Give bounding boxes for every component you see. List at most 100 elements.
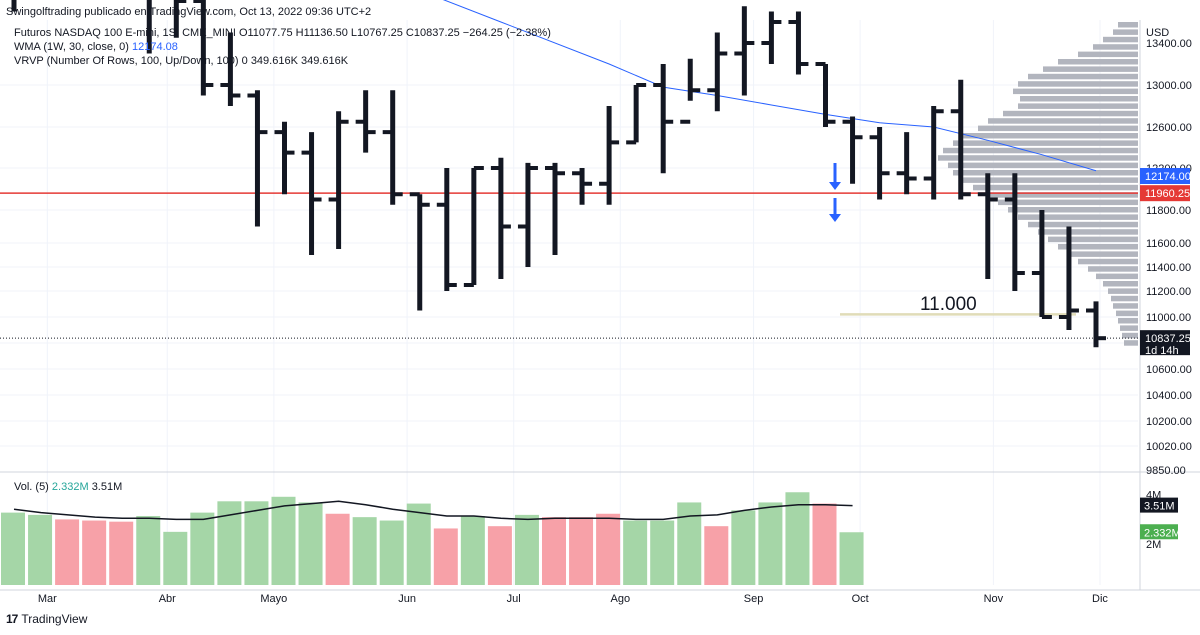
volume-ma-line [13,500,853,521]
price-tick-8: 11000.00 [1146,312,1191,324]
ohlc-bar-40 [1086,301,1106,348]
profile-row-38 [1113,303,1138,309]
tradingview-footer[interactable]: 17 TradingView [6,612,87,626]
ohlc-bar-27 [734,6,755,96]
volume-bar-19 [514,514,539,585]
volume-bar-30 [812,503,837,585]
support-price-tag-bg [1140,185,1190,202]
ohlc-bar-23 [626,83,647,145]
wma-legend: WMA (1W, 30, close, 0) 12174.08 [14,41,178,53]
ohlc-bar-8 [220,32,241,106]
price-pane [0,20,1138,470]
ohlc-bar-32 [869,127,890,200]
volume-bar-16 [433,528,458,585]
vol-value-tag-bg [1140,524,1178,540]
month-label-7: Oct [852,593,869,605]
ohlc-bar-11 [301,132,322,255]
price-tick-7: 11200.00 [1146,286,1191,298]
volume-bar-5 [136,516,161,585]
profile-row-26 [1018,214,1138,220]
vol-ma-tag-bg [1140,497,1178,513]
profile-row-17 [943,147,1138,154]
tradingview-logo-icon: 17 [6,612,18,626]
volume-bar-22 [596,513,621,585]
ohlc-bar-5 [146,0,152,54]
profile-row-32 [1078,258,1138,265]
profile-row-43 [1124,340,1138,346]
price-tick-5: 11600.00 [1146,238,1191,250]
profile-row-22 [973,184,1138,191]
last-price-tag-text: 10837.25 [1145,333,1191,345]
volume-bar-21 [569,517,594,585]
volume-bar-3 [82,520,107,585]
volume-bar-0 [1,512,25,585]
volume-bar-20 [542,517,566,585]
price-tick-1: 13000.00 [1146,80,1192,92]
annotation-11000: 11.000 [920,294,977,315]
price-tick-10: 10400.00 [1146,390,1192,402]
month-label-4: Jul [507,593,521,605]
support-price-tag: 11960.25 [1140,185,1190,202]
profile-row-5 [1058,59,1138,65]
arrow-down-icon-1-head [829,182,841,190]
volume-bar-25 [677,502,702,585]
profile-row-23 [988,192,1138,198]
ohlc-bar-22 [599,106,620,205]
vol-ma-tag-text: 3.51M [1144,501,1175,513]
vrvp-legend: VRVP (Number Of Rows, 100, Up/Down, 100)… [14,55,348,67]
month-label-0: Mar [38,593,57,605]
profile-row-0 [1118,22,1138,28]
ohlc-bar-10 [274,121,295,195]
ohlc-bar-37 [1004,173,1025,291]
profile-row-37 [1111,295,1138,302]
volume-bar-18 [487,526,512,585]
price-tick-9: 10600.00 [1146,364,1192,376]
profile-row-1 [1113,29,1138,35]
volume-legend: Vol. (5) 2.332M 3.51M [14,481,122,493]
ohlc-bar-19 [517,162,538,267]
price-tick-12: 10020.00 [1146,441,1192,453]
volume-profile [938,22,1138,346]
vol-ma-tag: 3.51M [1140,497,1178,513]
vrvp-label: VRVP (Number Of Rows, 100, Up/Down, 100) [14,55,239,67]
ohlc-bar-24 [653,64,674,174]
profile-row-25 [1008,207,1138,213]
vrvp-values: 0 349.616K 349.616K [241,55,349,67]
ohlc-bar-30 [815,62,836,127]
profile-row-4 [1078,51,1138,58]
time-axis: Mar Abr Mayo Jun Jul Ago Sep Oct Nov Dic [38,593,1109,605]
month-label-1: Abr [159,593,176,605]
ohlc-bar-15 [409,192,430,311]
month-label-8: Nov [984,593,1004,605]
ohlc-bar-36 [977,173,998,279]
ohlc-bar-18 [490,157,511,279]
profile-row-28 [1038,229,1138,235]
volume-bar-15 [406,503,431,585]
profile-row-31 [1068,251,1138,257]
profile-row-11 [1018,103,1138,109]
ohlc-bar-21 [572,168,593,205]
profile-row-30 [1058,244,1138,250]
profile-row-41 [1120,325,1138,331]
month-label-2: Mayo [260,593,287,605]
ohlc-bar-33 [896,132,917,195]
month-label-6: Sep [744,593,764,605]
volume-bars [1,492,864,585]
profile-row-24 [998,199,1138,206]
volume-bar-7 [190,512,215,585]
vol-ma-value: 3.51M [91,481,123,493]
last-price-tag-sub: 1d 14h [1145,345,1179,357]
volume-bar-29 [785,492,810,585]
ohlc-bar-34 [923,106,944,200]
arrow-down-icon-2 [829,198,841,222]
support-price-tag-text: 11960.25 [1145,188,1190,200]
vol-tick-2m: 2M [1146,539,1161,551]
vol-value-tag-text: 2.332M [1144,527,1181,539]
ohlc-bar-25 [680,58,701,124]
vol-label: Vol. (5) [14,481,49,493]
volume-bar-2 [55,519,80,585]
ohlc-bar-20 [545,162,565,255]
profile-row-42 [1122,332,1138,339]
